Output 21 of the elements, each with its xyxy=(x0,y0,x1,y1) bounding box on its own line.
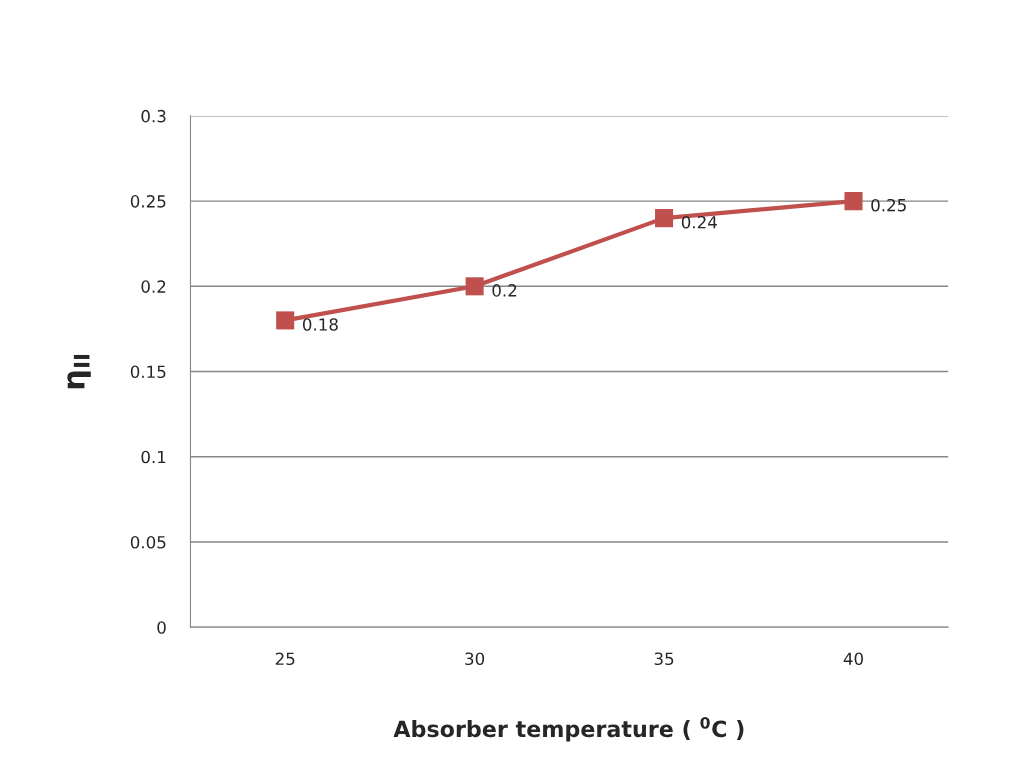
x-tick-label: 25 xyxy=(275,652,295,666)
x-tick-label: 40 xyxy=(843,652,863,666)
y-tick-label: 0.2 xyxy=(141,280,166,293)
data-label: 0.18 xyxy=(302,318,338,331)
data-label: 0.2 xyxy=(492,284,517,297)
x-tick-label: 30 xyxy=(465,652,485,666)
point xyxy=(276,311,295,330)
data-label: 0.24 xyxy=(681,215,717,229)
data-label: 0.25 xyxy=(871,198,906,212)
y-tick-label: 0.1 xyxy=(141,450,166,464)
point xyxy=(655,209,674,228)
y-axis-title: η$_{II}$ xyxy=(67,354,91,389)
y-tick-label: 0 xyxy=(157,621,166,634)
point xyxy=(844,192,863,211)
y-tick-label: 0.15 xyxy=(130,365,166,379)
y-tick-label: 0.05 xyxy=(130,535,166,549)
y-tick-label: 0.25 xyxy=(130,195,166,208)
x-tick-label: 35 xyxy=(654,652,674,666)
x-axis-title: Absorber temperature ( $^{0}$C ) xyxy=(393,716,744,742)
point xyxy=(465,277,484,296)
y-tick-label: 0.3 xyxy=(141,109,166,123)
